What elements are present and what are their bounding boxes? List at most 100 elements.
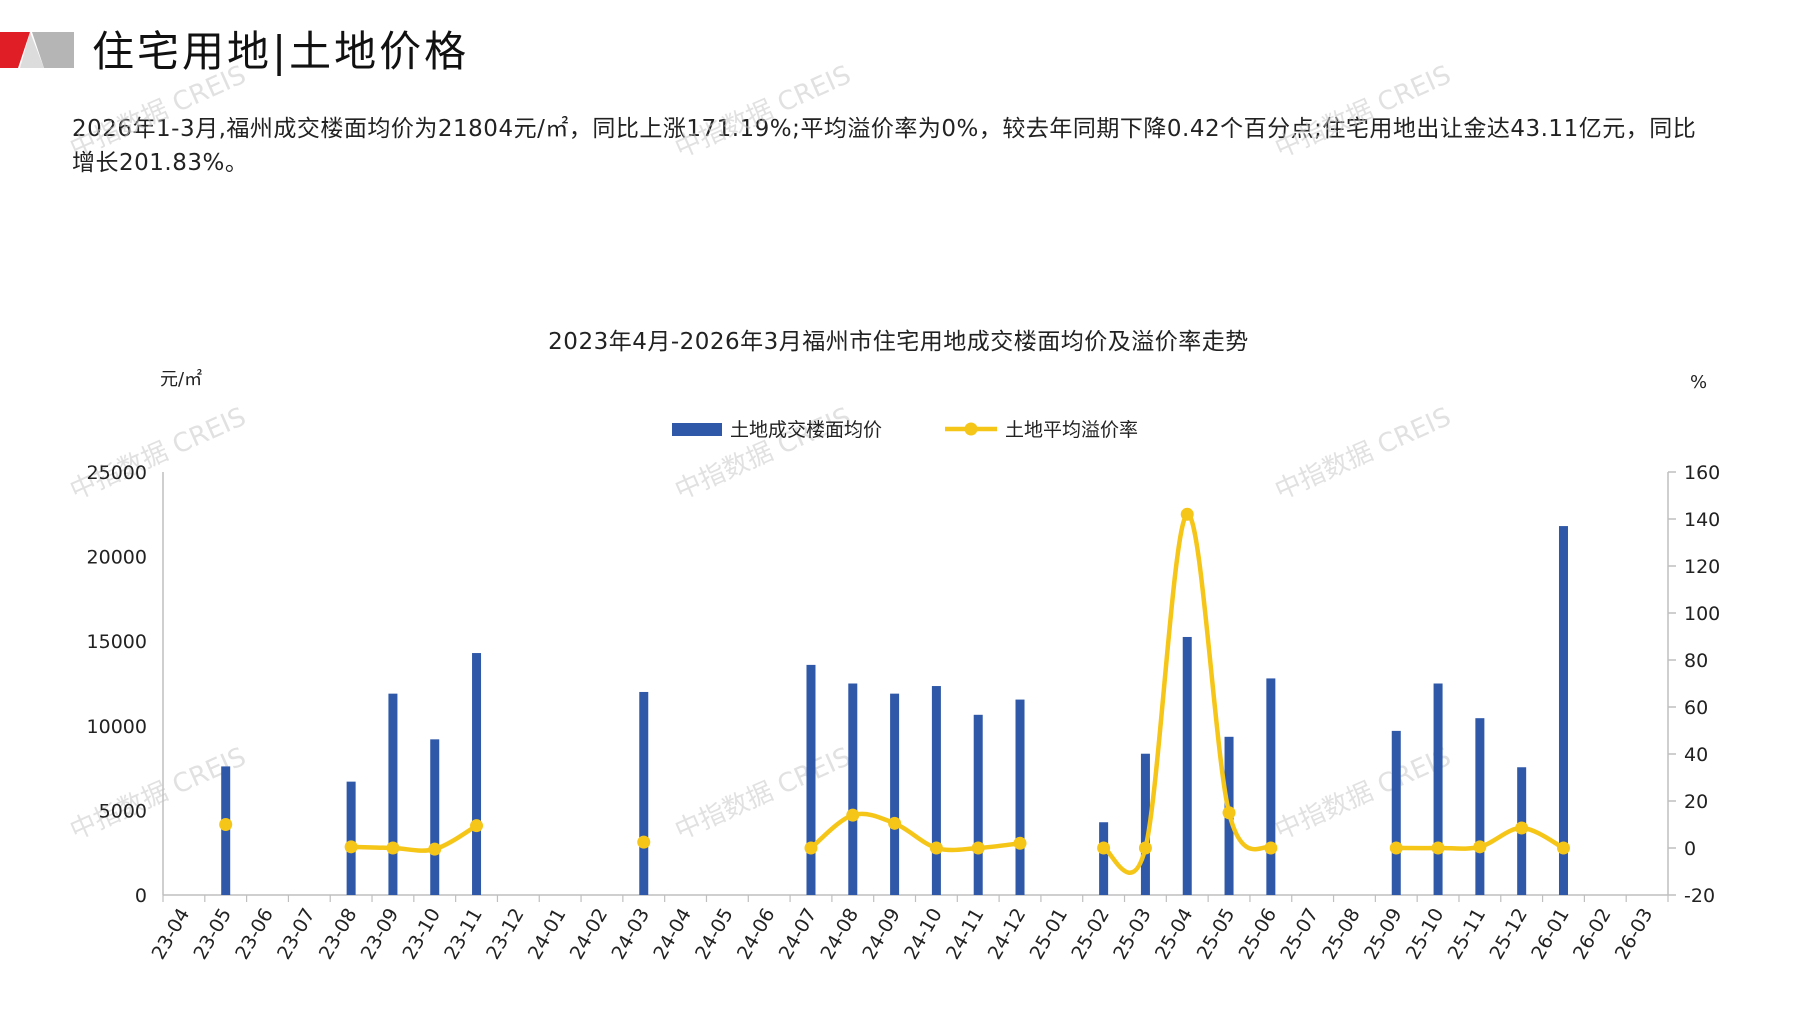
x-tick-label: 25-08 (1318, 905, 1365, 964)
x-tick-label: 24-11 (942, 904, 989, 963)
bar (1140, 753, 1150, 895)
x-tick-label: 24-03 (607, 905, 654, 964)
legend-bar-label: 土地成交楼面均价 (730, 419, 882, 441)
premium-rate-line (809, 811, 1021, 853)
x-tick-label: 25-03 (1109, 905, 1156, 964)
premium-rate-point (219, 818, 233, 831)
x-tick-label: 25-10 (1402, 905, 1449, 964)
chart-title: 2023年4月-2026年3月福州市住宅用地成交楼面均价及溢价率走势 (548, 329, 1249, 355)
x-tick-label: 23-05 (189, 905, 236, 964)
y-right-tick-label: 100 (1684, 603, 1720, 625)
premium-rate-point (1180, 507, 1194, 521)
watermark-text: 中指数据 CREIS (66, 402, 251, 506)
bars-layer (221, 526, 1568, 895)
y-left-tick-label: 0 (135, 885, 147, 907)
premium-rate-point (1473, 840, 1487, 854)
watermark-text: 中指数据 CREIS (671, 60, 856, 164)
bar (890, 693, 900, 895)
premium-rate-point (637, 835, 651, 849)
bar (931, 686, 941, 895)
watermark-text: 中指数据 CREIS (1271, 742, 1456, 846)
summary-text: 2026年1-3月,福州成交楼面均价为21804元/㎡，同比上涨171.19%;… (72, 116, 1697, 176)
x-tick-label: 23-07 (273, 905, 320, 964)
logo-red-shape (0, 32, 30, 68)
y-left-tick-label: 25000 (87, 462, 147, 484)
axis-labels-layer: 0 5000 10000 15000 20000 25000 -20 0 20 40 60 80 100… (87, 368, 1721, 963)
x-tick-label: 25-09 (1360, 905, 1407, 964)
bar (973, 714, 983, 895)
y-right-tick-label: 140 (1684, 509, 1720, 531)
x-tick-label: 25-05 (1193, 905, 1240, 964)
bar (1266, 678, 1276, 895)
legend-line-label: 土地平均溢价率 (1005, 419, 1138, 441)
premium-rate-point (1389, 841, 1403, 855)
bar (1558, 526, 1568, 895)
x-tick-label: 26-02 (1569, 905, 1616, 964)
x-tick-label: 23-09 (357, 905, 404, 964)
x-tick-label: 26-03 (1611, 905, 1658, 964)
legend: 土地成交楼面均价 土地平均溢价率 (672, 419, 1138, 441)
y-right-tick-label: 120 (1684, 556, 1720, 578)
premium-rate-point (1097, 841, 1111, 855)
premium-rate-point (1556, 841, 1570, 855)
line-layer (219, 507, 1570, 875)
x-tick-label: 24-06 (733, 905, 780, 964)
bar (806, 664, 816, 895)
premium-rate-point (804, 841, 818, 855)
premium-rate-point (1431, 841, 1445, 855)
x-tick-label: 24-01 (524, 905, 571, 964)
premium-rate-point (971, 841, 985, 855)
premium-rate-point (470, 819, 484, 833)
legend-bar-swatch (672, 423, 722, 436)
y-right-tick-label: 0 (1684, 838, 1696, 860)
y-left-tick-label: 20000 (87, 547, 147, 569)
x-tick-label: 24-10 (900, 905, 947, 964)
premium-rate-point (1264, 841, 1278, 855)
logo-grey-shape (32, 32, 74, 68)
x-tick-label: 25-07 (1276, 905, 1323, 964)
x-tick-label: 23-08 (315, 905, 362, 964)
bar (1433, 683, 1443, 895)
x-tick-label: 25-11 (1444, 905, 1491, 964)
logo-light-grey-shape (20, 32, 44, 68)
bar (1099, 822, 1109, 895)
premium-rate-point (846, 808, 860, 822)
bar (346, 781, 356, 895)
bar (848, 683, 858, 895)
premium-rate-point (428, 842, 442, 856)
bar (1015, 699, 1025, 895)
x-tick-label: 24-02 (566, 905, 613, 964)
y-right-tick-label: 80 (1684, 650, 1708, 672)
x-tick-label: 25-06 (1235, 905, 1282, 964)
x-tick-label: 24-07 (775, 905, 822, 964)
x-tick-label: 23-10 (398, 905, 445, 964)
bar (1182, 636, 1192, 895)
page-title: 住宅用地|土地价格 (92, 27, 470, 76)
watermark-text: 中指数据 CREIS (671, 402, 856, 506)
x-tick-label: 24-04 (649, 905, 696, 964)
y-left-unit: 元/㎡ (160, 368, 202, 390)
bar (639, 691, 649, 895)
watermark-text: 中指数据 CREIS (66, 60, 251, 164)
x-tick-label: 23-04 (148, 905, 195, 964)
premium-rate-point (344, 840, 358, 854)
x-tick-label: 24-09 (858, 905, 905, 964)
x-tick-label: 25-02 (1067, 905, 1114, 964)
bar (1391, 730, 1401, 895)
x-tick-label: 24-05 (691, 905, 738, 964)
y-left-tick-label: 5000 (99, 800, 147, 822)
premium-rate-line (351, 823, 478, 853)
x-tick-label: 23-06 (231, 905, 278, 964)
premium-rate-point (888, 816, 902, 830)
y-right-unit: % (1690, 372, 1707, 393)
y-right-tick-label: 160 (1684, 462, 1720, 484)
x-tick-label: 25-12 (1485, 905, 1532, 964)
x-tick-label: 25-01 (1025, 905, 1072, 964)
premium-rate-point (1515, 821, 1529, 835)
bar (430, 739, 440, 895)
watermark-text: 中指数据 CREIS (1271, 402, 1456, 506)
y-left-tick-label: 10000 (87, 716, 147, 738)
bar (1475, 718, 1485, 895)
y-right-tick-label: -20 (1684, 885, 1715, 907)
premium-rate-point (386, 841, 400, 855)
